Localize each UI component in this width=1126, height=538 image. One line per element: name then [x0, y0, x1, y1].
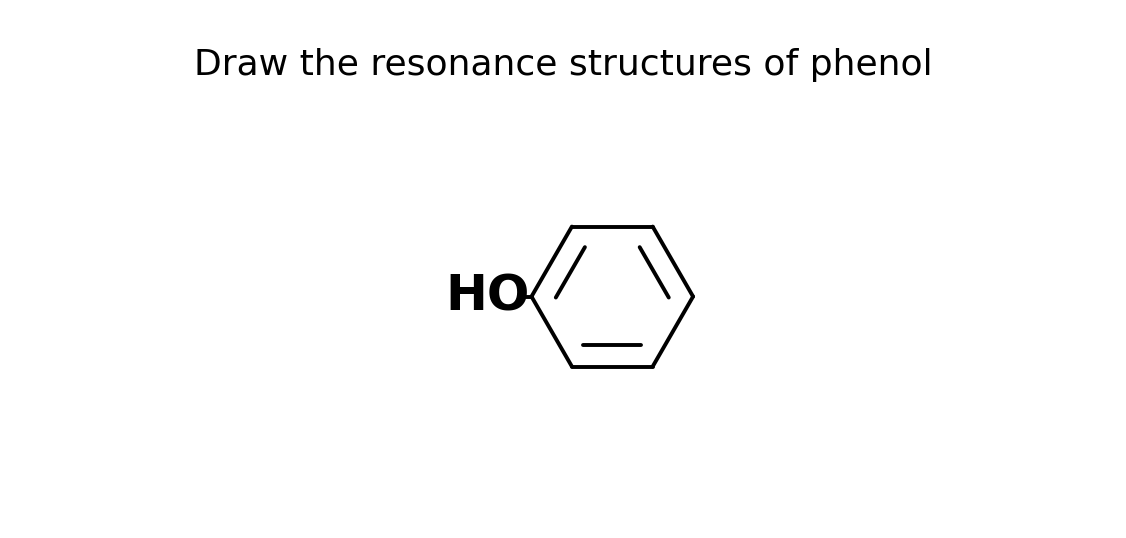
Text: HO: HO: [446, 273, 530, 321]
Text: Draw the resonance structures of phenol: Draw the resonance structures of phenol: [194, 48, 932, 82]
